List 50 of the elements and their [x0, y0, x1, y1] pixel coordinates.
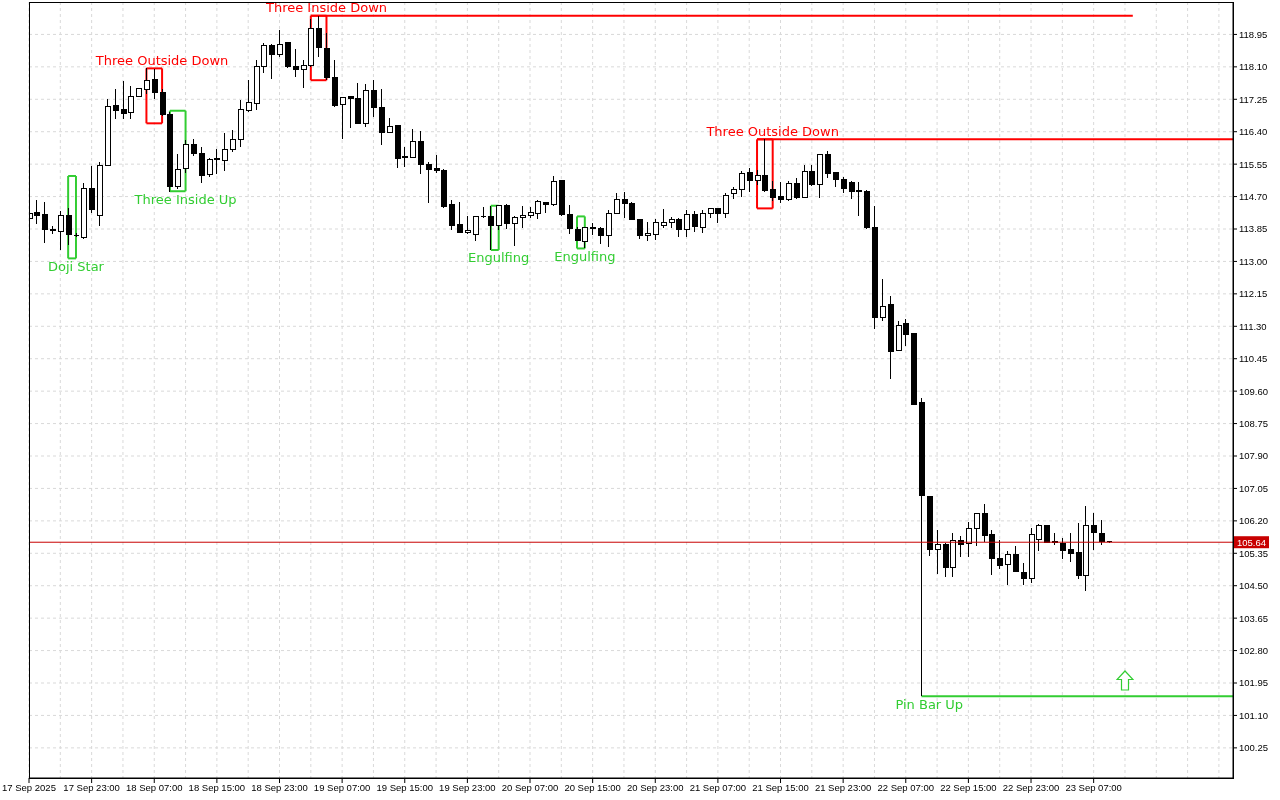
y-tick-label: 101.10 — [1239, 709, 1269, 721]
x-tick-label: 21 Sep 15:00 — [752, 782, 809, 793]
y-tick-label: 100.25 — [1239, 742, 1269, 754]
x-tick-label: 19 Sep 07:00 — [313, 782, 371, 793]
annotation: Doji Star — [47, 258, 105, 274]
x-tick-label: 19 Sep 23:00 — [439, 782, 496, 793]
x-tick-label: 21 Sep 07:00 — [689, 782, 747, 793]
y-tick-label: 118.95 — [1239, 28, 1268, 40]
annotation: Three Outside Down — [94, 52, 229, 68]
y-tick-label: 105.35 — [1239, 547, 1269, 559]
y-tick-label: 115.55 — [1239, 158, 1268, 170]
x-tick-label: 17 Sep 2025 — [2, 782, 56, 793]
y-tick-label: 117.25 — [1239, 93, 1268, 105]
y-tick-label: 109.60 — [1239, 385, 1269, 397]
x-tick-label: 20 Sep 07:00 — [501, 782, 559, 793]
x-tick-label: 23 Sep 07:00 — [1065, 782, 1122, 793]
x-tick-label: 19 Sep 15:00 — [376, 782, 434, 793]
y-tick-label: 112.15 — [1239, 288, 1268, 300]
y-tick-label: 111.30 — [1239, 320, 1267, 332]
y-tick-label: 107.05 — [1239, 482, 1269, 494]
x-tick-label: 20 Sep 23:00 — [627, 782, 684, 793]
y-tick-label: 118.10 — [1239, 61, 1268, 73]
annotation: Three Inside Up — [133, 191, 237, 207]
y-tick-label: 110.45 — [1239, 353, 1268, 365]
x-tick-label: 22 Sep 07:00 — [877, 782, 935, 793]
y-tick-label: 113.00 — [1239, 255, 1268, 267]
y-tick-label: 106.20 — [1239, 515, 1269, 527]
ref-line-label: 105.64 — [1237, 537, 1267, 549]
x-tick-label: 17 Sep 23:00 — [63, 782, 120, 793]
y-tick-label: 116.40 — [1239, 126, 1268, 138]
y-tick-label: 107.90 — [1239, 450, 1269, 462]
y-tick-label: 104.50 — [1239, 580, 1269, 592]
y-tick-label: 114.70 — [1239, 190, 1268, 202]
annotation: Engulfing — [468, 250, 530, 266]
annotation: Engulfing — [554, 248, 616, 264]
x-tick-label: 18 Sep 23:00 — [251, 782, 308, 793]
annotation: Three Outside Down — [705, 123, 839, 139]
x-tick-label: 21 Sep 23:00 — [814, 782, 872, 793]
y-tick-label: 103.65 — [1239, 612, 1269, 624]
x-tick-label: 18 Sep 15:00 — [188, 782, 246, 793]
x-tick-label: 22 Sep 15:00 — [940, 782, 997, 793]
x-tick-label: 22 Sep 23:00 — [1002, 782, 1060, 793]
annotation: Pin Bar Up — [895, 696, 964, 712]
x-tick-label: 20 Sep 15:00 — [564, 782, 621, 793]
y-tick-label: 101.95 — [1239, 677, 1269, 689]
annotation: Three Inside Down — [264, 0, 387, 16]
y-tick-label: 108.75 — [1239, 417, 1269, 429]
y-tick-label: 113.85 — [1239, 223, 1268, 235]
y-tick-label: 102.80 — [1239, 644, 1269, 656]
x-tick-label: 18 Sep 07:00 — [125, 782, 183, 793]
